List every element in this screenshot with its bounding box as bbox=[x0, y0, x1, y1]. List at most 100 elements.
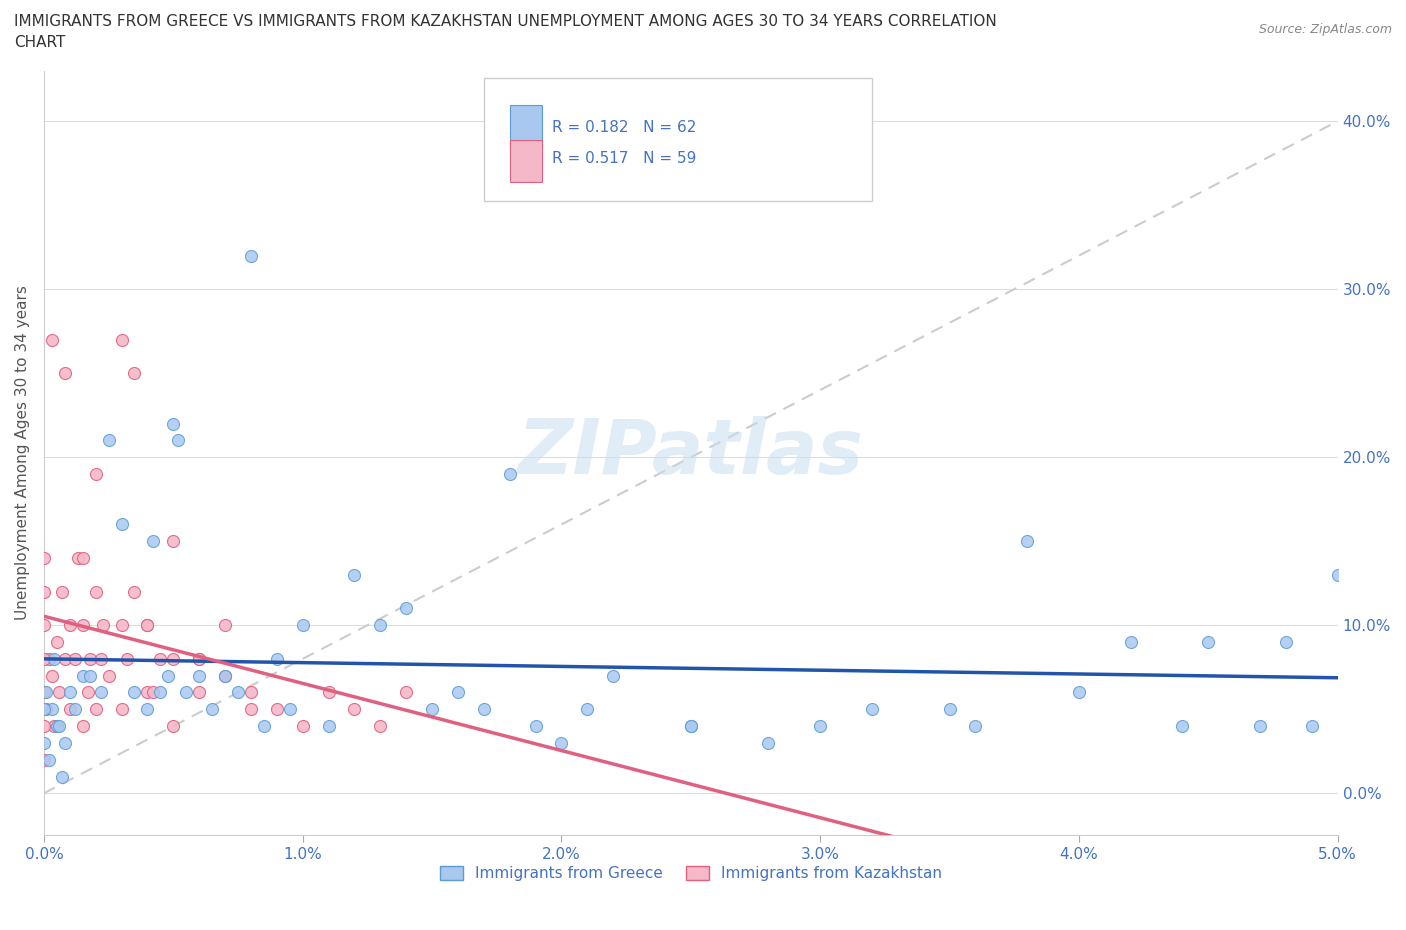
Point bbox=[679, 719, 702, 734]
Point bbox=[395, 685, 418, 700]
Point bbox=[266, 651, 288, 666]
Point bbox=[253, 719, 276, 734]
Point bbox=[51, 584, 73, 599]
Point bbox=[79, 651, 101, 666]
Point bbox=[136, 618, 159, 632]
Point bbox=[136, 618, 159, 632]
Point bbox=[38, 752, 60, 767]
Point bbox=[368, 618, 391, 632]
Point bbox=[142, 534, 165, 549]
Point bbox=[965, 719, 987, 734]
Point bbox=[266, 702, 288, 717]
Point bbox=[188, 669, 211, 684]
Point bbox=[44, 651, 66, 666]
Point bbox=[291, 618, 314, 632]
Point bbox=[45, 719, 67, 734]
Point bbox=[420, 702, 443, 717]
Text: CHART: CHART bbox=[14, 35, 66, 50]
Point bbox=[66, 551, 89, 565]
Point bbox=[72, 618, 94, 632]
Point bbox=[124, 685, 146, 700]
Point bbox=[860, 702, 883, 717]
Point bbox=[1275, 634, 1298, 649]
Point bbox=[343, 567, 366, 582]
Point bbox=[524, 719, 547, 734]
Point bbox=[45, 634, 67, 649]
Point bbox=[157, 669, 180, 684]
Point bbox=[32, 618, 55, 632]
Point bbox=[53, 365, 76, 380]
Text: IMMIGRANTS FROM GREECE VS IMMIGRANTS FROM KAZAKHSTAN UNEMPLOYMENT AMONG AGES 30 : IMMIGRANTS FROM GREECE VS IMMIGRANTS FRO… bbox=[14, 14, 997, 29]
Point bbox=[32, 752, 55, 767]
Point bbox=[576, 702, 599, 717]
Point bbox=[90, 685, 112, 700]
Point bbox=[84, 467, 107, 482]
Point bbox=[48, 685, 70, 700]
Point bbox=[59, 685, 82, 700]
Point bbox=[136, 685, 159, 700]
Point bbox=[162, 719, 184, 734]
Point bbox=[63, 651, 86, 666]
Point bbox=[1249, 719, 1271, 734]
Point bbox=[90, 651, 112, 666]
Point bbox=[550, 736, 572, 751]
Point bbox=[162, 534, 184, 549]
Point bbox=[758, 736, 780, 751]
Point bbox=[110, 332, 132, 347]
Point bbox=[32, 584, 55, 599]
Point bbox=[1119, 634, 1142, 649]
Y-axis label: Unemployment Among Ages 30 to 34 years: Unemployment Among Ages 30 to 34 years bbox=[15, 286, 30, 620]
Point bbox=[124, 365, 146, 380]
Point bbox=[472, 702, 495, 717]
Point bbox=[239, 702, 262, 717]
Point bbox=[447, 685, 470, 700]
Point bbox=[278, 702, 301, 717]
Point bbox=[808, 719, 831, 734]
Text: R = 0.517   N = 59: R = 0.517 N = 59 bbox=[553, 151, 697, 166]
Text: R = 0.182   N = 62: R = 0.182 N = 62 bbox=[553, 121, 697, 136]
Point bbox=[79, 669, 101, 684]
Point bbox=[239, 685, 262, 700]
Point bbox=[226, 685, 249, 700]
Point bbox=[32, 551, 55, 565]
Point bbox=[35, 702, 58, 717]
Point bbox=[395, 601, 418, 616]
Point bbox=[1301, 719, 1323, 734]
Point bbox=[149, 651, 172, 666]
Point bbox=[174, 685, 197, 700]
Point bbox=[110, 618, 132, 632]
Point bbox=[93, 618, 115, 632]
Point bbox=[142, 685, 165, 700]
Point bbox=[498, 467, 520, 482]
Point bbox=[53, 736, 76, 751]
Point bbox=[188, 651, 211, 666]
Point bbox=[38, 651, 60, 666]
Point bbox=[72, 551, 94, 565]
Point bbox=[115, 651, 138, 666]
Point bbox=[77, 685, 100, 700]
Point bbox=[41, 669, 63, 684]
Point bbox=[124, 584, 146, 599]
Point bbox=[48, 719, 70, 734]
Point bbox=[167, 433, 190, 448]
Point bbox=[84, 702, 107, 717]
Point bbox=[214, 618, 236, 632]
Point bbox=[1326, 567, 1348, 582]
Point bbox=[51, 769, 73, 784]
Point bbox=[72, 719, 94, 734]
Bar bbox=[509, 105, 541, 147]
Point bbox=[41, 332, 63, 347]
Point bbox=[938, 702, 960, 717]
Point bbox=[136, 702, 159, 717]
Point bbox=[162, 651, 184, 666]
Point bbox=[32, 685, 55, 700]
Point bbox=[214, 669, 236, 684]
Text: ZIPatlas: ZIPatlas bbox=[517, 416, 863, 490]
Point bbox=[110, 517, 132, 532]
Point bbox=[53, 651, 76, 666]
Point bbox=[291, 719, 314, 734]
Point bbox=[32, 702, 55, 717]
Point bbox=[97, 669, 120, 684]
Point bbox=[32, 736, 55, 751]
Point bbox=[41, 702, 63, 717]
